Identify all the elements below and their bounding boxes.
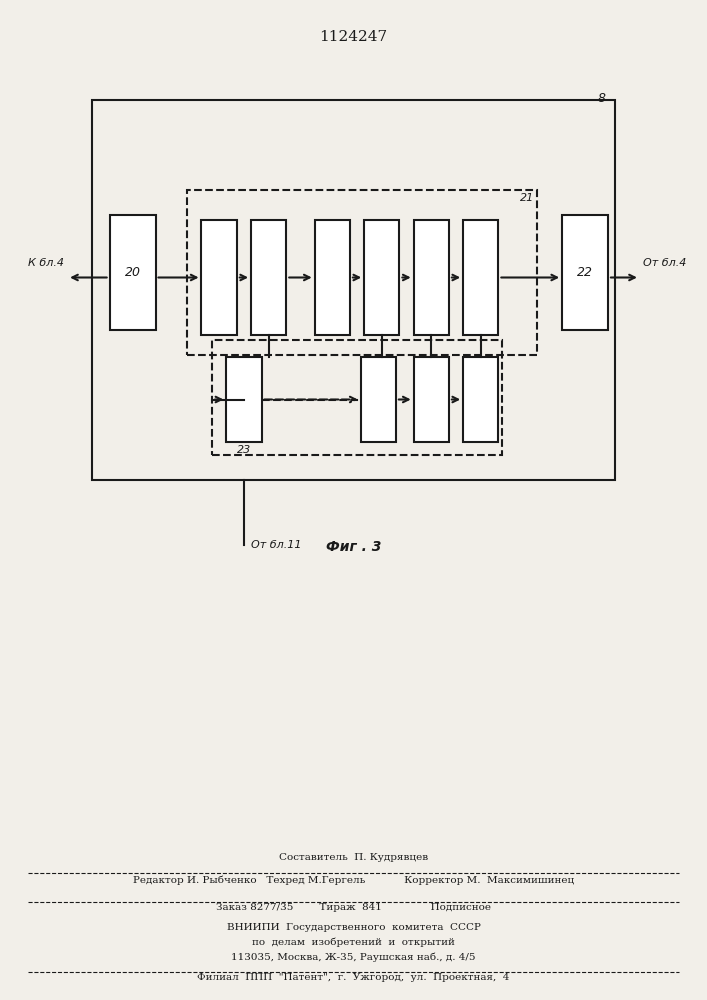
FancyBboxPatch shape	[414, 357, 449, 442]
FancyBboxPatch shape	[226, 357, 262, 442]
FancyBboxPatch shape	[361, 357, 396, 442]
FancyBboxPatch shape	[463, 357, 498, 442]
Text: Редактор И. Рыбченко   Техред М.Гергель            Корректор М.  Максимишинец: Редактор И. Рыбченко Техред М.Гергель Ко…	[133, 876, 574, 885]
Text: Фиг . 3: Фиг . 3	[326, 540, 381, 554]
Text: Составитель  П. Кудрявцев: Составитель П. Кудрявцев	[279, 853, 428, 862]
Text: От бл.11: От бл.11	[251, 540, 301, 550]
FancyBboxPatch shape	[562, 215, 608, 330]
FancyBboxPatch shape	[201, 220, 237, 335]
Text: 1124247: 1124247	[320, 30, 387, 44]
Text: 22: 22	[577, 266, 593, 279]
Text: От бл.4: От бл.4	[643, 257, 686, 267]
Text: 8: 8	[597, 92, 605, 105]
FancyBboxPatch shape	[463, 220, 498, 335]
Text: 20: 20	[124, 266, 141, 279]
Text: 23: 23	[237, 445, 251, 455]
FancyBboxPatch shape	[414, 220, 449, 335]
Text: 21: 21	[520, 193, 534, 203]
Text: ВНИИПИ  Государственного  комитета  СССР: ВНИИПИ Государственного комитета СССР	[226, 923, 481, 932]
FancyBboxPatch shape	[364, 220, 399, 335]
FancyBboxPatch shape	[251, 220, 286, 335]
Text: 113035, Москва, Ж-35, Раушская наб., д. 4/5: 113035, Москва, Ж-35, Раушская наб., д. …	[231, 952, 476, 962]
FancyBboxPatch shape	[315, 220, 350, 335]
Text: К бл.4: К бл.4	[28, 257, 64, 267]
Text: Филиал  ППП  "Патент",  г.  Ужгород,  ул.  Проектная,  4: Филиал ППП "Патент", г. Ужгород, ул. Про…	[197, 973, 510, 982]
FancyBboxPatch shape	[110, 215, 156, 330]
Text: Заказ 8277/35        Тираж  841               Подписное: Заказ 8277/35 Тираж 841 Подписное	[216, 903, 491, 912]
Text: по  делам  изобретений  и  открытий: по делам изобретений и открытий	[252, 938, 455, 947]
